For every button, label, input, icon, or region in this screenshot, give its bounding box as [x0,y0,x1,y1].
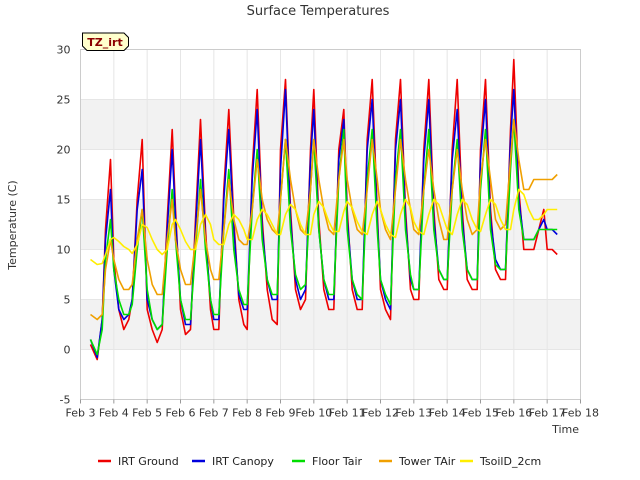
x-tick-label: Feb 4 [99,407,129,420]
y-tick-label: 30 [57,44,71,57]
x-tick-label: Feb 17 [529,407,566,420]
site-tag-label: TZ_irt [87,36,122,49]
legend-label: Floor Tair [312,455,363,468]
site-tag: TZ_irt [82,32,129,51]
y-axis-label: Temperature (C) [6,180,19,270]
x-tick-label: Feb 11 [329,407,366,420]
y-tick-label: 0 [64,344,71,357]
y-tick-label: -5 [60,394,71,407]
y-tick-label: 10 [57,244,71,257]
series-line-4 [90,188,558,266]
legend-item-4: TsoilD_2cm [460,455,541,468]
x-axis-label: Time [551,423,579,436]
x-tick-label: Feb 6 [166,407,196,420]
y-axis-ticks: -5 0 5 10 15 20 25 30 [57,44,71,407]
legend-item-2: Floor Tair [292,455,363,468]
x-tick-label: Feb 5 [132,407,162,420]
legend-label: IRT Ground [118,455,179,468]
x-tick-label: Feb 16 [495,407,532,420]
plot-frame [80,49,581,400]
legend-label: Tower TAir [398,455,456,468]
x-tick-label: Feb 9 [266,407,296,420]
x-tick-label: Feb 15 [462,407,499,420]
x-tick-label: Feb 12 [362,407,399,420]
legend: IRT Ground IRT Canopy Floor Tair Tower TAir… [98,455,541,468]
x-tick-label: Feb 14 [429,407,466,420]
legend-item-0: IRT Ground [98,455,179,468]
x-tick-label: Feb 3 [66,407,96,420]
y-tick-label: 25 [57,94,71,107]
x-tick-label: Feb 13 [395,407,432,420]
x-tick-label: Feb 8 [232,407,262,420]
legend-item-1: IRT Canopy [192,455,274,468]
y-tick-label: 15 [57,194,71,207]
y-tick-label: 20 [57,144,71,157]
x-axis-ticks: Feb 3 Feb 4 Feb 5 Feb 6 Feb 7 Feb 8 Feb 9 Feb 1… [66,399,599,420]
y-tick-label: 5 [64,294,71,307]
x-tick-label: Feb 10 [295,407,332,420]
legend-label: IRT Canopy [212,455,274,468]
legend-item-3: Tower TAir [379,455,456,468]
x-tick-label: Feb 18 [562,407,599,420]
chart-title: Surface Temperatures [247,4,390,19]
plot-band [80,99,581,150]
series-layer [89,58,558,361]
legend-label: TsoilD_2cm [479,455,541,468]
x-tick-label: Feb 7 [199,407,229,420]
